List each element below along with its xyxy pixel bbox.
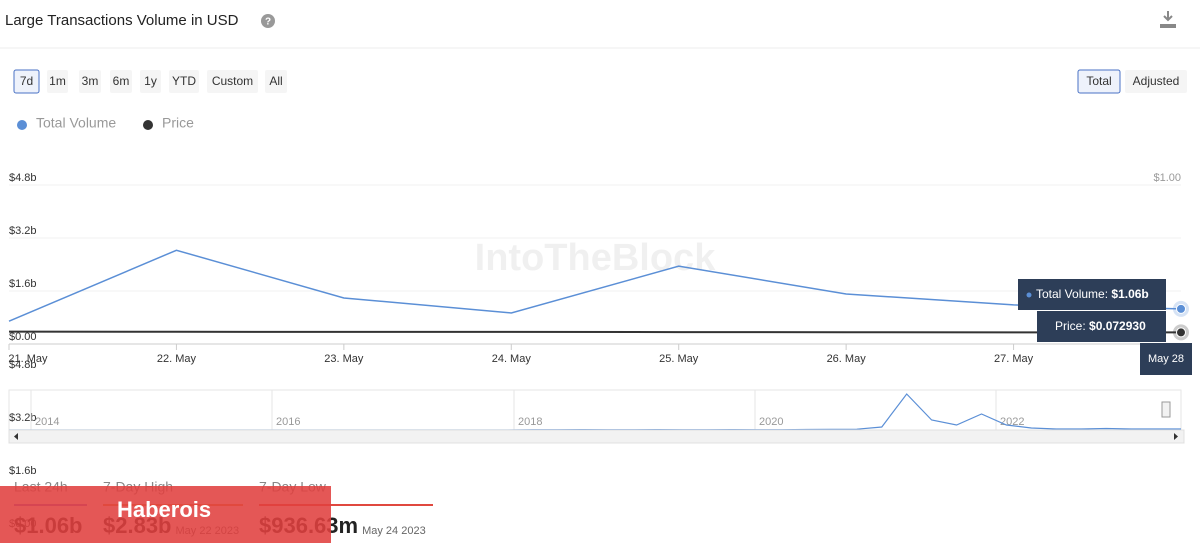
y-tick-label: $1.6b bbox=[9, 278, 37, 290]
range-button[interactable] bbox=[47, 70, 68, 93]
tooltip-date-box bbox=[1140, 343, 1192, 375]
tooltip-value: $1.06b bbox=[1111, 287, 1148, 301]
hover-point bbox=[1176, 327, 1186, 338]
range-button-label: Custom bbox=[212, 74, 253, 88]
navigator-label: 2014 bbox=[35, 416, 59, 428]
navigator-label: 2018 bbox=[518, 416, 542, 428]
scroll-left[interactable] bbox=[14, 433, 18, 440]
scroll-right[interactable] bbox=[1174, 433, 1178, 440]
navigator-line bbox=[9, 393, 1181, 431]
y-tick-label: $3.2b bbox=[9, 225, 37, 237]
y-tick-label: $4.8b bbox=[9, 172, 37, 184]
range-button[interactable] bbox=[110, 70, 132, 93]
watermark: IntoTheBlock bbox=[475, 237, 717, 279]
navigator-handle[interactable] bbox=[1161, 401, 1171, 418]
banner bbox=[0, 486, 331, 543]
mode-button-label: Adjusted bbox=[1133, 74, 1180, 88]
x-tick-label: 27. May bbox=[994, 353, 1034, 365]
series-line bbox=[8, 330, 1182, 334]
range-button-label: YTD bbox=[172, 74, 196, 88]
x-tick-label: 25. May bbox=[659, 353, 699, 365]
tooltip-value: $0.072930 bbox=[1089, 319, 1146, 333]
y-tick-label-duplicate: $3.2b bbox=[9, 412, 37, 424]
tooltip-date: May 28 bbox=[1148, 353, 1184, 365]
navigator-label: 2016 bbox=[276, 416, 300, 428]
legend-marker bbox=[17, 120, 27, 130]
help-icon-mark: ? bbox=[265, 17, 271, 28]
x-tick-label: 22. May bbox=[157, 353, 197, 365]
x-tick-label: 24. May bbox=[492, 353, 532, 365]
tooltip-box bbox=[1018, 279, 1166, 310]
banner-text: Haberois bbox=[117, 497, 211, 522]
series-line bbox=[8, 249, 1182, 322]
download-tray bbox=[1160, 24, 1176, 28]
range-button-label: 1y bbox=[144, 74, 157, 88]
y-tick-label-duplicate: $4.8b bbox=[9, 359, 37, 371]
download-icon[interactable] bbox=[1160, 11, 1176, 28]
tooltip-marker bbox=[1026, 292, 1032, 298]
navigator-label: 2020 bbox=[759, 416, 783, 428]
x-tick-label: 23. May bbox=[324, 353, 364, 365]
range-button[interactable] bbox=[207, 70, 258, 93]
widget-title: Large Transactions Volume in USD bbox=[5, 12, 239, 29]
help-icon[interactable] bbox=[261, 14, 275, 28]
tooltip-box bbox=[1037, 311, 1166, 342]
range-button[interactable] bbox=[79, 70, 101, 93]
y-tick-label: $0.00 bbox=[9, 331, 37, 343]
range-button-label: 7d bbox=[20, 74, 33, 88]
range-button-label: 1m bbox=[49, 74, 66, 88]
range-button[interactable] bbox=[265, 70, 287, 93]
tooltip-text: Price: $0.072930 bbox=[1055, 319, 1146, 333]
download-arrow bbox=[1163, 11, 1173, 22]
range-button-label: 3m bbox=[82, 74, 99, 88]
range-button[interactable] bbox=[169, 70, 199, 93]
tooltip-label: Total Volume: bbox=[1036, 287, 1108, 301]
x-tick-label: 21. May bbox=[8, 353, 48, 365]
legend-label[interactable]: Price bbox=[162, 115, 194, 131]
mode-button-label: Total bbox=[1086, 74, 1111, 88]
y2-tick-label: $1.00 bbox=[1153, 172, 1181, 184]
scrollbar[interactable] bbox=[8, 429, 1185, 444]
stat-date: May 24 2023 bbox=[362, 525, 426, 537]
hover-point bbox=[1176, 303, 1186, 314]
legend-label[interactable]: Total Volume bbox=[36, 115, 116, 131]
x-tick-label: 26. May bbox=[827, 353, 867, 365]
range-button-label: 6m bbox=[113, 74, 130, 88]
y-tick-label-duplicate: $1.6b bbox=[9, 465, 37, 477]
tooltip-text: Total Volume: $1.06b bbox=[1036, 287, 1149, 301]
mode-button[interactable] bbox=[1077, 69, 1121, 94]
range-button-label: All bbox=[269, 74, 282, 88]
mode-button[interactable] bbox=[1125, 70, 1187, 93]
legend-marker bbox=[143, 120, 153, 130]
range-button[interactable] bbox=[140, 70, 161, 93]
range-button[interactable] bbox=[13, 69, 40, 94]
tooltip-label: Price: bbox=[1055, 319, 1086, 333]
